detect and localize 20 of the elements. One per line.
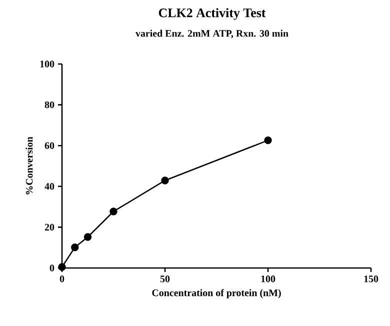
y-tick-label: 0 xyxy=(50,264,54,272)
y-tick-label: 80 xyxy=(44,101,54,108)
y-tick-label: 60 xyxy=(44,142,54,149)
point xyxy=(161,176,169,184)
point xyxy=(110,208,118,216)
y-tick-label: 100 xyxy=(40,60,54,68)
y-tick-label: 40 xyxy=(44,183,54,190)
x-tick-label: 150 xyxy=(364,276,378,282)
point xyxy=(58,263,66,271)
x-tick-label: 100 xyxy=(261,276,276,282)
y-axis-title: %Conversion xyxy=(26,136,33,194)
chart-subtitle: varied Enz. 2mM ATP, Rxn. 30 min xyxy=(135,30,288,38)
point xyxy=(264,136,272,144)
x-tick-label: 50 xyxy=(160,276,170,282)
point xyxy=(84,233,92,241)
point xyxy=(71,244,79,252)
x-tick-label: 0 xyxy=(60,276,64,282)
y-tick-label: 20 xyxy=(44,224,54,231)
x-axis-title: Concentration of protein (nM) xyxy=(152,289,281,298)
chart-title: CLK2 Activity Test xyxy=(158,8,266,20)
